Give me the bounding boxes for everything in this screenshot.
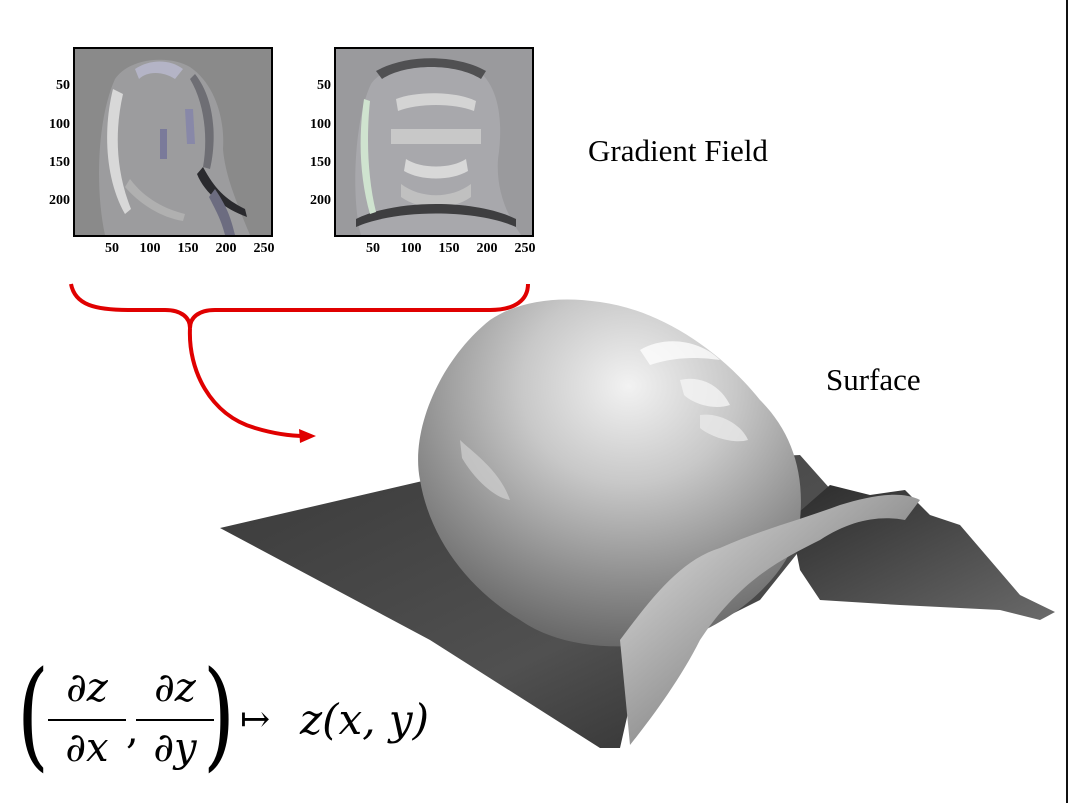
frac-denominator: ∂x: [65, 725, 109, 771]
frac-numerator: ∂z: [154, 665, 196, 711]
frac-denominator: ∂y: [153, 725, 197, 771]
left-plot-xtick: 50: [105, 241, 119, 256]
arrow-head: [299, 429, 316, 443]
equation: ( ∂z ∂x , ∂z ∂y ) ↦ z(x, y): [10, 655, 450, 785]
left-plot-ytick: 150: [49, 155, 70, 170]
left-plot-xtick: 200: [215, 241, 237, 256]
left-plot-xtick: 100: [139, 241, 161, 256]
surface-lips: [700, 414, 748, 442]
frac-numerator: ∂z: [66, 665, 108, 711]
right-plot-xtick: 100: [400, 241, 422, 256]
surface-ear: [460, 440, 510, 500]
right-plot-ytick: 200: [310, 193, 331, 208]
equation-left-paren: (: [16, 645, 50, 783]
equation-right-paren: ): [202, 645, 236, 783]
gradient-x-image: [73, 47, 273, 237]
right-plot-xtick: 250: [514, 241, 536, 256]
equation-rhs: z(x, y): [300, 695, 430, 744]
left-plot-ytick: 50: [56, 78, 70, 93]
left-plot-xtick: 150: [177, 241, 199, 256]
equation-comma: ,: [126, 707, 139, 753]
right-plot-xtick: 200: [476, 241, 498, 256]
left-plot-ytick: 200: [49, 193, 70, 208]
gradient-y-image: [334, 47, 534, 237]
red-brace-arrow: [69, 283, 530, 438]
gradient-y-picture: [336, 49, 532, 235]
right-plot-ytick: 100: [310, 117, 331, 132]
frac-bar: [48, 719, 126, 721]
surface-brow: [640, 341, 720, 365]
gradient-x-picture: [75, 49, 271, 235]
frac-bar: [136, 719, 214, 721]
right-edge-rule: [1066, 0, 1068, 803]
right-plot-xtick: 150: [438, 241, 460, 256]
surface-tail: [790, 485, 1055, 620]
mapsto-symbol: ↦: [240, 699, 271, 740]
left-plot-ytick: 100: [49, 117, 70, 132]
right-plot-ytick: 50: [317, 78, 331, 93]
right-plot-ytick: 150: [310, 155, 331, 170]
surface-ridge: [620, 494, 920, 745]
surface-nose: [680, 378, 730, 407]
gradient-field-label: Gradient Field: [588, 133, 768, 168]
left-plot-xtick: 250: [253, 241, 275, 256]
right-plot-xtick: 50: [366, 241, 380, 256]
surface-label: Surface: [826, 362, 921, 397]
